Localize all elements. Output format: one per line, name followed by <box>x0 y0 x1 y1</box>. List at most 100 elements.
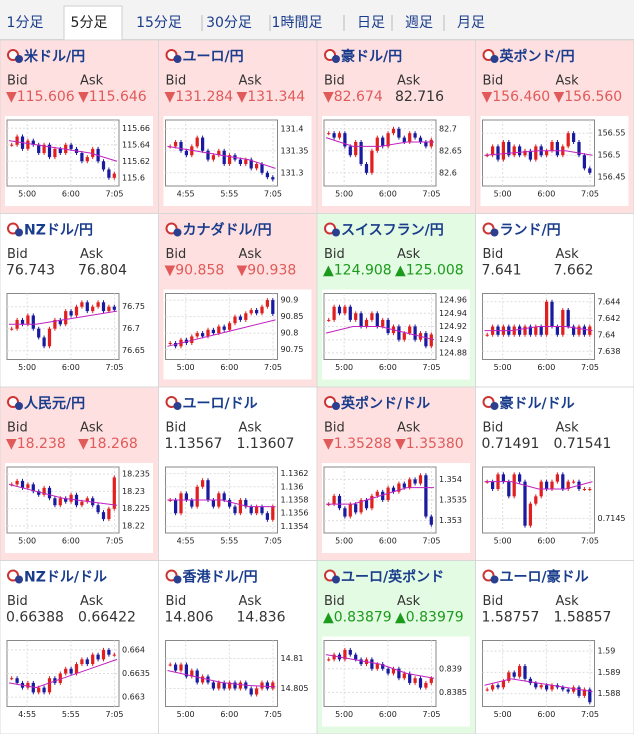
candle <box>528 678 533 684</box>
candle <box>528 326 533 335</box>
candle <box>402 137 406 142</box>
candle <box>227 500 232 507</box>
y-tick-label: 115.66 <box>122 124 150 133</box>
y-tick-label: 131.4 <box>281 124 304 133</box>
candle <box>195 333 199 337</box>
bid-value: 1.13567 <box>165 436 223 452</box>
tab[interactable]: 月足 <box>457 15 485 31</box>
pair-name[interactable]: NZドル/ドル <box>24 570 107 586</box>
pair-name[interactable]: カナダドル/円 <box>183 222 272 239</box>
candle <box>501 142 506 160</box>
tab[interactable]: 1分足 <box>7 15 44 31</box>
pair-name[interactable]: ユーロ/豪ドル <box>500 569 589 586</box>
candle <box>96 505 100 513</box>
candle <box>561 310 565 335</box>
bid-value: 76.743 <box>6 263 55 279</box>
candle <box>391 487 396 492</box>
candle <box>85 157 89 162</box>
pair-name[interactable]: ランド/円 <box>500 223 561 239</box>
candle <box>582 326 587 335</box>
candle <box>534 326 538 335</box>
pair-name[interactable]: 香港ドル/円 <box>182 569 258 586</box>
y-tick-label: 115.62 <box>122 157 150 166</box>
y-tick-label: 1.1356 <box>281 509 309 518</box>
pair-name[interactable]: ユーロ/英ポンド <box>341 569 444 586</box>
flag-icon-2 <box>15 402 23 410</box>
candle <box>408 326 412 334</box>
candle <box>85 659 89 665</box>
pair-name[interactable]: 豪ドル/ドル <box>500 395 575 412</box>
y-tick-label: 0.663 <box>122 693 145 702</box>
x-tick-label: 5:00 <box>335 190 353 199</box>
candle <box>47 328 52 347</box>
pair-name[interactable]: NZドル/円 <box>24 223 93 239</box>
y-tick-label: 1.1358 <box>281 496 309 505</box>
pair-name[interactable]: ユーロ/ドル <box>183 396 258 412</box>
tab[interactable]: 週足 <box>405 15 433 31</box>
candle <box>64 668 68 674</box>
pair-name[interactable]: 人民元/円 <box>24 395 85 412</box>
moving-average <box>8 658 118 689</box>
candle <box>327 659 331 661</box>
plot-frame <box>165 293 278 360</box>
candle <box>539 685 543 688</box>
candle <box>112 477 116 509</box>
candle <box>227 682 232 689</box>
x-tick-label: 5:00 <box>177 710 195 719</box>
candle <box>238 682 243 689</box>
candle <box>381 319 385 327</box>
ask-label: Ask <box>80 421 104 436</box>
moving-average <box>484 678 593 693</box>
ask-value: 7.662 <box>554 263 594 279</box>
tab[interactable]: 日足 <box>357 15 385 31</box>
candle <box>173 142 178 147</box>
candle <box>490 146 495 156</box>
y-tick-label: 14.805 <box>281 684 309 693</box>
ask-label: Ask <box>556 74 580 89</box>
candle <box>539 326 543 335</box>
plot-frame <box>482 119 595 187</box>
y-tick-label: 82.7 <box>439 124 457 133</box>
ask-label: Ask <box>556 594 580 609</box>
candle <box>31 315 35 329</box>
plot-frame <box>482 466 595 534</box>
pair-name[interactable]: スイスフラン/円 <box>341 223 444 239</box>
tab[interactable]: 1時間足 <box>272 15 323 31</box>
candle <box>413 678 417 683</box>
candle <box>429 334 433 347</box>
tab[interactable]: 15分足 <box>136 15 182 31</box>
candle <box>173 664 178 671</box>
candle <box>53 498 57 506</box>
pair-name[interactable]: 英ポンド/円 <box>499 48 575 65</box>
candle <box>37 328 41 338</box>
moving-average <box>167 319 276 347</box>
candle <box>271 506 275 520</box>
candle <box>375 664 379 669</box>
candle <box>544 685 549 690</box>
candle <box>85 498 89 502</box>
bid-value: ▲0.83879 <box>323 610 392 626</box>
candle <box>101 302 106 312</box>
candle <box>386 668 390 674</box>
pair-name[interactable]: 米ドル/円 <box>24 48 85 65</box>
tab[interactable]: 30分足 <box>206 15 252 31</box>
candle <box>265 172 270 178</box>
bid-label: Bid <box>166 74 187 89</box>
candle <box>582 489 587 490</box>
pair-name[interactable]: 豪ドル/円 <box>341 48 402 65</box>
flag-icon-2 <box>15 228 23 237</box>
candle <box>566 133 570 147</box>
y-tick-label: 124.9 <box>439 335 462 344</box>
pair-name[interactable]: ユーロ/円 <box>183 49 244 65</box>
bid-value: 0.66388 <box>6 610 64 626</box>
flag-icon-2 <box>490 575 499 584</box>
x-tick-label: 7:05 <box>423 363 441 372</box>
candle <box>381 137 385 147</box>
pair-name[interactable]: 英ポンド/ドル <box>340 395 430 412</box>
candle <box>249 159 253 169</box>
flag-icon-2 <box>490 402 499 410</box>
y-tick-label: 0.6635 <box>122 669 150 678</box>
candle <box>179 142 183 151</box>
y-tick-label: 1.1362 <box>281 469 309 478</box>
candle <box>190 336 194 343</box>
